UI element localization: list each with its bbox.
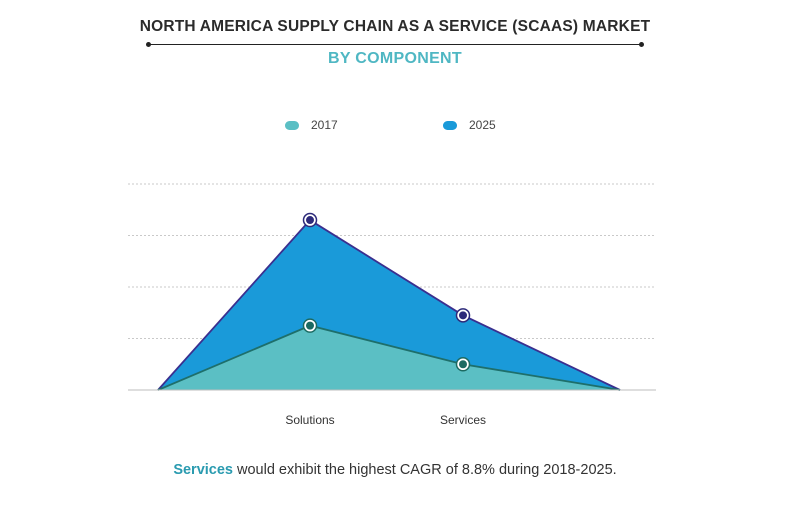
x-tick-label-solutions: Solutions bbox=[285, 413, 334, 427]
legend-swatch-2017 bbox=[285, 120, 299, 130]
footnote: Services would exhibit the highest CAGR … bbox=[0, 462, 790, 478]
marker-2025-services bbox=[459, 311, 467, 320]
line-series-2025 bbox=[157, 218, 621, 391]
marker-2017-solutions bbox=[306, 321, 314, 330]
x-tick-label-services: Services bbox=[440, 413, 486, 427]
legend-item-2025: 2025 bbox=[443, 118, 496, 132]
marker-2025-solutions bbox=[306, 216, 314, 225]
title-divider bbox=[146, 42, 644, 47]
line-series-2017 bbox=[157, 324, 621, 391]
legend-label-2025: 2025 bbox=[469, 118, 496, 132]
footnote-highlight: Services bbox=[173, 462, 233, 478]
divider-dot-left bbox=[146, 42, 151, 47]
chart-subtitle: BY COMPONENT bbox=[328, 50, 462, 67]
chart-title: NORTH AMERICA SUPPLY CHAIN AS A SERVICE … bbox=[139, 18, 651, 35]
divider-dot-right bbox=[639, 42, 644, 47]
legend-label-2017: 2017 bbox=[311, 118, 338, 132]
legend-item-2017: 2017 bbox=[285, 118, 338, 132]
legend-swatch-2025 bbox=[443, 120, 457, 130]
marker-2017-services bbox=[459, 360, 467, 369]
footnote-text: would exhibit the highest CAGR of 8.8% d… bbox=[232, 462, 617, 478]
